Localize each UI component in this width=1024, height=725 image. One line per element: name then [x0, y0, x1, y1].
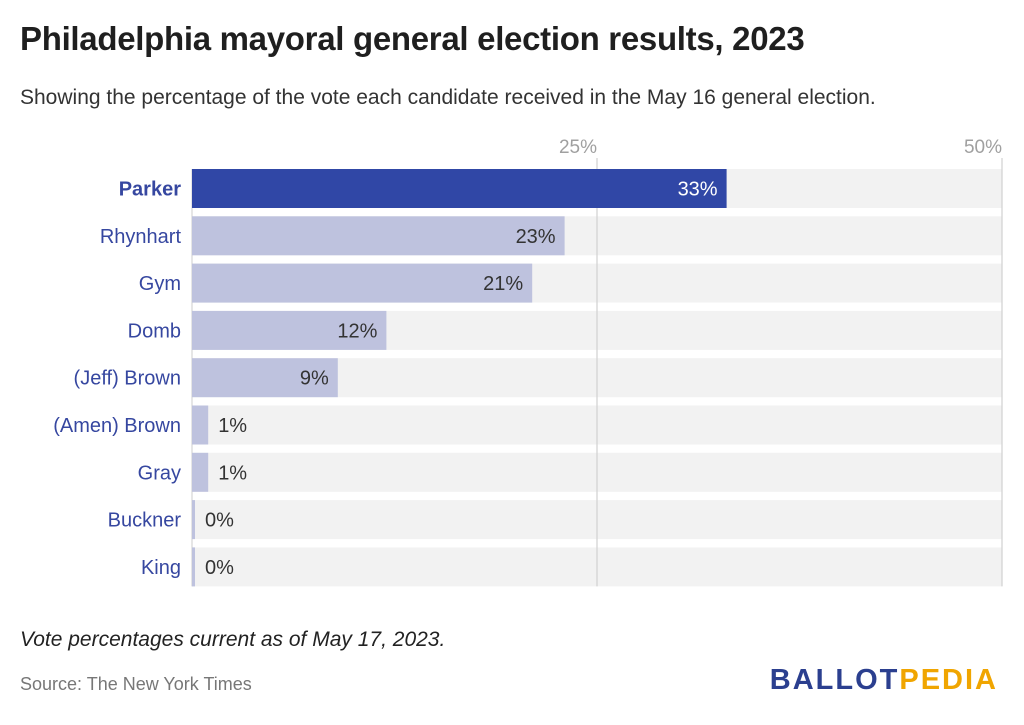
bar: [192, 405, 209, 445]
source-text: Source: The New York Times: [20, 674, 252, 694]
value-label: 0%: [205, 510, 234, 532]
footnote: Vote percentages current as of May 17, 2…: [20, 628, 446, 651]
category-label: (Amen) Brown: [53, 415, 181, 437]
category-label: Gray: [138, 462, 181, 484]
chart-subtitle: Showing the percentage of the vote each …: [20, 86, 876, 109]
logo-part-pedia: PEDIA: [899, 664, 998, 696]
bar-chart: 25% 50% Parker 33% Rhynhart 23% Gym 21% Domb 12% (…: [53, 137, 1003, 587]
category-label: King: [141, 557, 181, 579]
value-label: 12%: [337, 320, 377, 342]
chart-title: Philadelphia mayoral general election re…: [20, 20, 805, 57]
bar: [192, 500, 195, 540]
bar: [192, 358, 338, 398]
category-label: Buckner: [108, 510, 182, 532]
bar: [192, 452, 209, 492]
value-label: 1%: [218, 462, 247, 484]
ballotpedia-logo: BALLOTPEDIA: [770, 664, 998, 697]
value-label: 0%: [205, 557, 234, 579]
value-label: 21%: [483, 273, 523, 295]
bar: [192, 216, 565, 256]
value-label: 33%: [678, 179, 718, 201]
category-label: Domb: [128, 320, 181, 342]
category-label: Parker: [119, 179, 181, 201]
value-label: 1%: [218, 415, 247, 437]
category-label: Gym: [139, 273, 181, 295]
x-tick-label: 50%: [964, 137, 1002, 158]
x-tick-label: 25%: [559, 137, 597, 158]
bar: [192, 310, 387, 350]
bar: [192, 169, 727, 208]
logo-part-ballot: BALLOT: [769, 664, 900, 696]
value-label: 23%: [516, 226, 556, 248]
bar: [192, 263, 533, 303]
category-label: Rhynhart: [100, 226, 182, 248]
value-label: 9%: [300, 368, 329, 390]
bar: [192, 547, 195, 587]
category-label: (Jeff) Brown: [74, 368, 181, 390]
